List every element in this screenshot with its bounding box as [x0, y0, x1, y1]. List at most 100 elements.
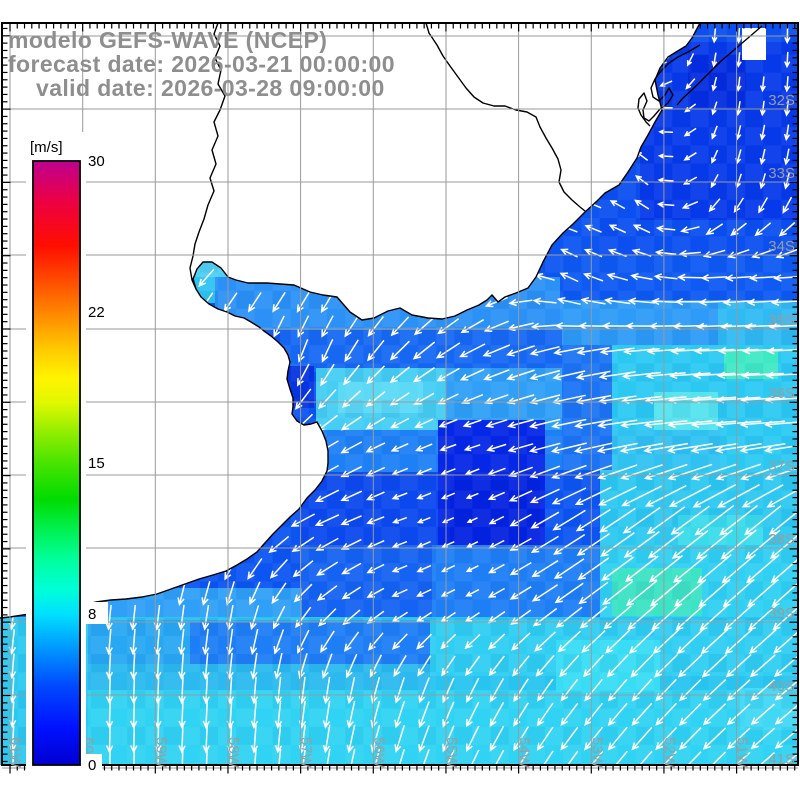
direction-arrow: [576, 532, 611, 556]
direction-arrow: [655, 750, 678, 775]
direction-arrow: [553, 346, 585, 356]
direction-arrow: [574, 464, 613, 480]
direction-arrow: [668, 371, 711, 380]
land-mass: [0, 23, 700, 618]
direction-arrow: [743, 505, 782, 536]
direction-arrow: [274, 676, 283, 705]
direction-arrow: [247, 292, 262, 313]
direction-arrow: [679, 751, 702, 775]
direction-arrow: [657, 153, 674, 160]
colorbar-gradient-bar: [32, 160, 81, 766]
map-frame: [1, 22, 799, 766]
direction-arrow: [394, 677, 405, 704]
direction-arrow: [599, 507, 636, 533]
direction-arrow: [177, 628, 186, 656]
direction-arrow: [775, 248, 799, 259]
direction-arrow: [442, 701, 455, 728]
direction-arrow: [466, 541, 479, 548]
direction-arrow: [651, 297, 680, 306]
direction-arrow: [733, 197, 745, 214]
direction-arrow: [413, 317, 435, 336]
lon-label: 57W: [298, 737, 315, 769]
direction-arrow: [584, 726, 604, 751]
direction-arrow: [726, 727, 751, 750]
direction-arrow: [322, 700, 331, 729]
lon-label: 58W: [225, 737, 242, 769]
direction-arrow: [574, 486, 612, 505]
direction-arrow: [412, 341, 436, 360]
direction-arrow: [583, 248, 603, 258]
direction-arrow: [487, 587, 505, 598]
direction-arrow: [678, 678, 702, 702]
direction-arrow: [694, 504, 735, 536]
direction-arrow: [711, 125, 718, 140]
direction-arrow: [724, 628, 753, 655]
direction-arrow: [766, 347, 800, 355]
direction-arrow: [720, 529, 757, 560]
direction-arrow: [671, 529, 709, 560]
direction-arrow: [274, 652, 283, 680]
direction-arrow: [418, 701, 430, 729]
direction-arrow: [366, 563, 385, 574]
direction-arrow: [509, 513, 532, 527]
lat-label: 40S: [768, 678, 795, 695]
direction-arrow: [225, 604, 234, 631]
direction-arrow: [622, 347, 660, 356]
direction-arrow: [389, 340, 410, 361]
direction-arrow: [632, 224, 651, 234]
direction-arrow: [346, 748, 356, 778]
colorbar-tick-label: 0: [88, 757, 96, 774]
direction-arrow: [625, 579, 658, 607]
direction-arrow: [508, 490, 533, 502]
direction-arrow: [782, 196, 793, 214]
direction-arrow: [436, 367, 460, 382]
direction-arrow: [318, 389, 337, 410]
direction-arrow: [575, 508, 611, 532]
direction-arrow: [773, 274, 800, 282]
direction-arrow: [658, 129, 673, 135]
direction-arrow: [129, 628, 138, 656]
direction-arrow: [575, 370, 611, 381]
direction-arrow: [391, 492, 408, 500]
direction-arrow: [759, 100, 766, 117]
direction-arrow: [584, 678, 603, 702]
direction-arrow: [623, 530, 660, 558]
direction-arrow: [529, 488, 560, 504]
direction-arrow: [416, 588, 432, 597]
uruguay-river-border: [189, 22, 226, 290]
direction-arrow: [297, 629, 310, 654]
direction-arrow: [597, 419, 638, 429]
direction-arrow: [710, 173, 719, 189]
direction-arrow: [464, 633, 481, 650]
direction-arrow: [531, 584, 559, 602]
direction-arrow: [759, 76, 766, 93]
direction-arrow: [250, 700, 259, 730]
direction-arrow: [682, 176, 698, 185]
direction-arrow: [440, 468, 456, 476]
direction-arrow: [751, 248, 774, 259]
direction-arrow: [249, 581, 261, 606]
direction-arrow: [394, 701, 406, 729]
direction-arrow: [314, 489, 340, 503]
direction-arrow: [697, 554, 732, 584]
direction-arrow: [274, 700, 283, 730]
direction-arrow: [551, 487, 587, 505]
model-title: modelo GEFS-WAVE (NCEP): [8, 27, 328, 53]
direction-arrow: [249, 605, 260, 631]
direction-arrow: [766, 487, 800, 508]
lat-label: 33S: [768, 165, 795, 182]
direction-arrow: [532, 607, 558, 627]
direction-arrow: [748, 274, 776, 282]
direction-arrow: [740, 463, 785, 481]
direction-arrow: [391, 633, 408, 650]
direction-arrow: [365, 416, 386, 430]
direction-arrow: [488, 655, 505, 677]
direction-arrow: [724, 274, 752, 282]
direction-arrow: [698, 298, 730, 306]
lat-label: 32S: [768, 92, 795, 109]
direction-arrow: [667, 420, 713, 429]
direction-arrow: [559, 272, 579, 283]
direction-arrow: [603, 605, 632, 630]
direction-arrow: [655, 225, 676, 233]
direction-arrow: [530, 511, 560, 529]
